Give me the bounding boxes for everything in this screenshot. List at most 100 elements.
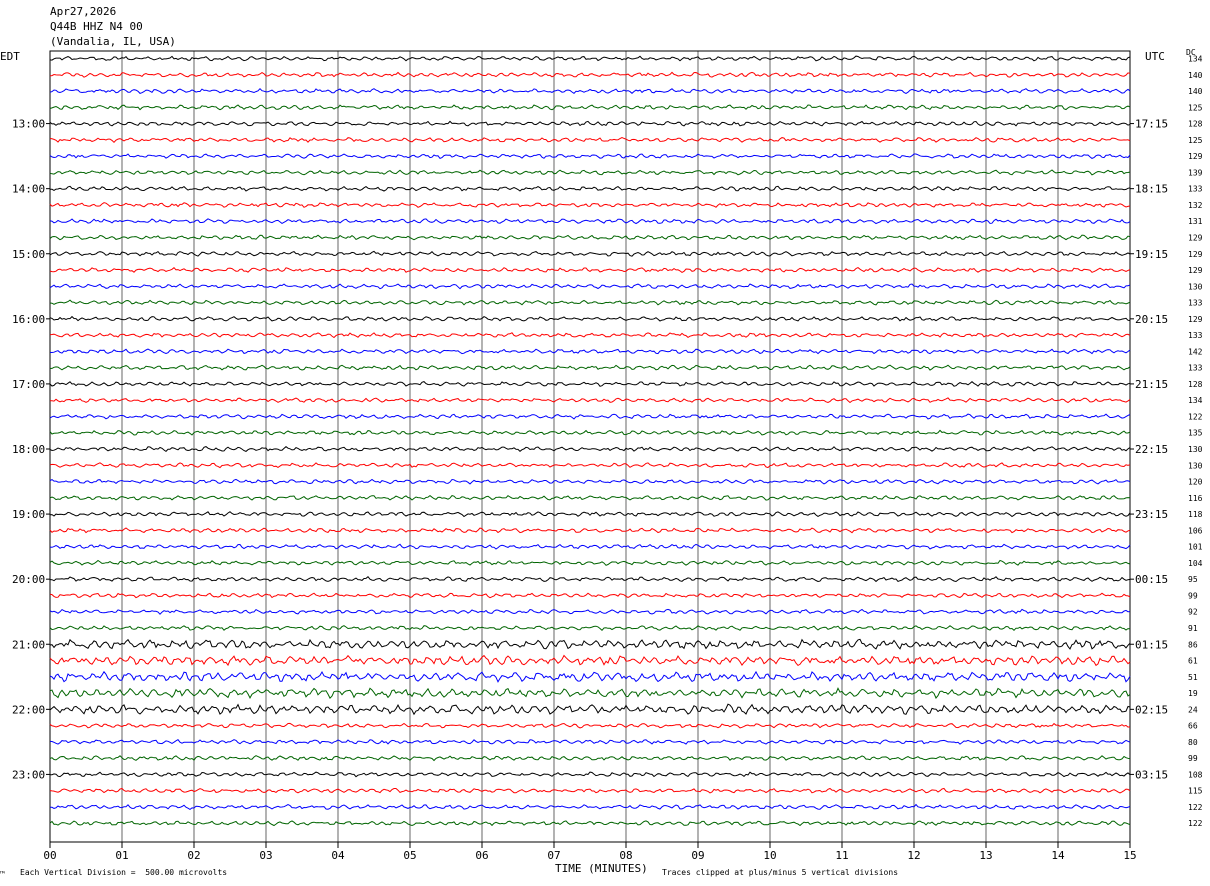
dc-offset-label: 133 [1188,364,1203,373]
x-tick-label: 02 [187,849,200,862]
right-time-label: 01:15 [1135,638,1168,651]
trace-line [49,787,1131,794]
trace-line [49,511,1131,518]
trace-line [49,250,1131,257]
trace-line [49,267,1131,273]
trace-line [49,397,1131,404]
trace-line [49,381,1131,387]
dc-label: DC [1186,48,1196,57]
trace-line [49,625,1131,632]
dc-offset-label: 122 [1188,803,1203,812]
trace-line [49,771,1131,778]
trace-line [49,120,1131,127]
dc-offset-label: 108 [1188,770,1203,779]
x-tick-label: 11 [835,849,848,862]
trace-line [49,670,1131,683]
trace-line [49,462,1131,469]
trace-line [49,478,1131,485]
dc-offset-label: 131 [1188,217,1203,226]
station-location: (Vandalia, IL, USA) [50,35,176,48]
dc-offset-label: 86 [1188,640,1198,649]
dc-offset-label: 129 [1188,266,1203,275]
right-time-label: 20:15 [1135,313,1168,326]
dc-offset-label: 80 [1188,738,1198,747]
dc-offset-label: 129 [1188,152,1203,161]
left-time-label: 20:00 [12,573,45,586]
dc-offset-label: 106 [1188,526,1203,535]
trace-line [49,153,1131,160]
trace-line [49,820,1131,827]
x-tick-label: 07 [547,849,560,862]
trace-line [49,608,1131,615]
dc-offset-label: 132 [1188,201,1203,210]
dc-offset-label: 139 [1188,168,1203,177]
left-time-label: 17:00 [12,378,45,391]
dc-offset-label: 101 [1188,543,1203,552]
trace-line [49,654,1131,667]
trace-line [49,169,1131,176]
trace-line [49,687,1131,699]
trace-line [49,413,1131,420]
left-time-label: 16:00 [12,313,45,326]
dc-offset-label: 61 [1188,657,1198,666]
dc-offset-label: 122 [1188,819,1203,828]
trace-line [49,315,1131,322]
dc-offset-label: 129 [1188,233,1203,242]
dc-offset-label: 140 [1188,71,1203,80]
x-tick-label: 08 [619,849,632,862]
trace-line [49,592,1131,599]
dc-offset-label: 120 [1188,478,1203,487]
trace-line [49,202,1131,208]
left-time-label: 21:00 [12,638,45,651]
dc-offset-label: 133 [1188,185,1203,194]
right-time-label: 17:15 [1135,118,1168,131]
trace-line [49,299,1131,306]
trace-line [49,218,1131,225]
dc-offset-label: 130 [1188,445,1203,454]
dc-offset-label: 24 [1188,705,1198,714]
left-time-label: 15:00 [12,248,45,261]
trace-line [49,703,1131,716]
scale-note: Each Vertical Division = 500.00 microvol… [20,868,228,877]
trace-line [49,234,1131,241]
dc-offset-label: 125 [1188,136,1203,145]
right-time-label: 00:15 [1135,573,1168,586]
dc-offset-label: 134 [1188,396,1203,405]
dc-offset-label: 128 [1188,120,1203,129]
trace-line [49,364,1131,371]
trace-line [49,446,1131,453]
dc-offset-label: 128 [1188,380,1203,389]
dc-offset-label: 129 [1188,315,1203,324]
left-time-label: 22:00 [12,703,45,716]
x-tick-label: 03 [259,849,272,862]
x-tick-label: 10 [763,849,776,862]
trace-line [49,755,1131,762]
dc-offset-label: 134 [1188,55,1203,64]
station-channel: Q44B HHZ N4 00 [50,20,143,33]
station-date: Apr27,2026 [50,5,117,18]
trace-line [49,429,1131,436]
x-tick-label: 09 [691,849,704,862]
x-tick-label: 00 [43,849,56,862]
trace-line [49,87,1131,94]
trace-line [49,543,1131,550]
dc-offset-label: 130 [1188,282,1203,291]
trace-line [49,527,1131,534]
plot-border [49,50,1131,843]
dc-offset-label: 92 [1188,608,1198,617]
left-time-label: 14:00 [12,183,45,196]
x-tick-label: 12 [907,849,920,862]
trace-group [49,55,1131,827]
trace-line [49,559,1131,566]
trace-line [49,185,1131,192]
right-time-label: 19:15 [1135,248,1168,261]
right-time-label: 21:15 [1135,378,1168,391]
trace-line [49,55,1131,62]
trace-line [49,722,1131,729]
trace-line [49,136,1131,144]
dc-offset-label: 91 [1188,624,1198,633]
trace-line [49,104,1131,111]
left-time-label: 23:00 [12,768,45,781]
utc-label: UTC [1145,50,1165,63]
right-time-label: 18:15 [1135,183,1168,196]
